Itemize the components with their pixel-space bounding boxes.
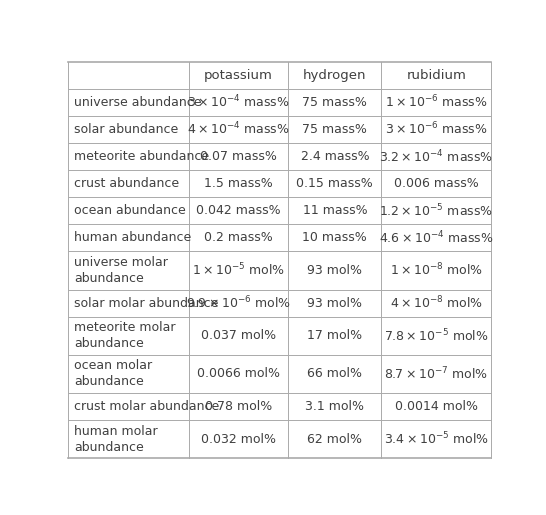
Text: 1.5 mass%: 1.5 mass% xyxy=(204,177,273,190)
Text: human molar
abundance: human molar abundance xyxy=(74,425,157,454)
Text: solar molar abundance: solar molar abundance xyxy=(74,297,218,310)
Text: 2.4 mass%: 2.4 mass% xyxy=(300,150,369,163)
Text: crust abundance: crust abundance xyxy=(74,177,179,190)
Text: $4\times10^{-8}$ mol%: $4\times10^{-8}$ mol% xyxy=(390,295,483,312)
Text: hydrogen: hydrogen xyxy=(303,69,366,82)
Text: $8.7\times10^{-7}$ mol%: $8.7\times10^{-7}$ mol% xyxy=(384,366,489,382)
Text: 11 mass%: 11 mass% xyxy=(302,204,367,217)
Text: 0.07 mass%: 0.07 mass% xyxy=(200,150,277,163)
Text: $3\times10^{-4}$ mass%: $3\times10^{-4}$ mass% xyxy=(187,94,290,111)
Text: 0.006 mass%: 0.006 mass% xyxy=(394,177,479,190)
Text: 0.032 mol%: 0.032 mol% xyxy=(201,433,276,446)
Text: $4.6\times10^{-4}$ mass%: $4.6\times10^{-4}$ mass% xyxy=(379,230,494,246)
Text: $1\times10^{-6}$ mass%: $1\times10^{-6}$ mass% xyxy=(385,94,488,111)
Text: $3\times10^{-6}$ mass%: $3\times10^{-6}$ mass% xyxy=(385,121,488,138)
Text: $3.4\times10^{-5}$ mol%: $3.4\times10^{-5}$ mol% xyxy=(384,431,489,448)
Text: $4\times10^{-4}$ mass%: $4\times10^{-4}$ mass% xyxy=(187,121,290,138)
Text: 75 mass%: 75 mass% xyxy=(302,96,367,109)
Text: universe abundance: universe abundance xyxy=(74,96,201,109)
Text: 17 mol%: 17 mol% xyxy=(307,329,363,342)
Text: 62 mol%: 62 mol% xyxy=(307,433,363,446)
Text: ocean abundance: ocean abundance xyxy=(74,204,186,217)
Text: 10 mass%: 10 mass% xyxy=(302,231,367,244)
Text: 0.037 mol%: 0.037 mol% xyxy=(201,329,276,342)
Text: meteorite molar
abundance: meteorite molar abundance xyxy=(74,321,175,350)
Text: 93 mol%: 93 mol% xyxy=(307,297,363,310)
Text: $1\times10^{-5}$ mol%: $1\times10^{-5}$ mol% xyxy=(192,262,285,279)
Text: 0.0014 mol%: 0.0014 mol% xyxy=(395,400,478,413)
Text: 93 mol%: 93 mol% xyxy=(307,264,363,277)
Text: meteorite abundance: meteorite abundance xyxy=(74,150,209,163)
Text: $1\times10^{-8}$ mol%: $1\times10^{-8}$ mol% xyxy=(390,262,483,279)
Text: ocean molar
abundance: ocean molar abundance xyxy=(74,359,152,388)
Text: $7.8\times10^{-5}$ mol%: $7.8\times10^{-5}$ mol% xyxy=(384,328,489,344)
Text: 66 mol%: 66 mol% xyxy=(307,367,363,381)
Text: 0.0066 mol%: 0.0066 mol% xyxy=(197,367,280,381)
Text: crust molar abundance: crust molar abundance xyxy=(74,400,219,413)
Text: solar abundance: solar abundance xyxy=(74,123,178,136)
Text: human abundance: human abundance xyxy=(74,231,191,244)
Text: 0.2 mass%: 0.2 mass% xyxy=(204,231,273,244)
Text: 75 mass%: 75 mass% xyxy=(302,123,367,136)
Text: 0.78 mol%: 0.78 mol% xyxy=(205,400,272,413)
Text: $9.9\times10^{-6}$ mol%: $9.9\times10^{-6}$ mol% xyxy=(186,295,291,312)
Text: 0.042 mass%: 0.042 mass% xyxy=(196,204,281,217)
Text: rubidium: rubidium xyxy=(406,69,466,82)
Text: potassium: potassium xyxy=(204,69,273,82)
Text: 0.15 mass%: 0.15 mass% xyxy=(296,177,373,190)
Text: universe molar
abundance: universe molar abundance xyxy=(74,256,168,285)
Text: 3.1 mol%: 3.1 mol% xyxy=(305,400,364,413)
Text: $1.2\times10^{-5}$ mass%: $1.2\times10^{-5}$ mass% xyxy=(379,202,494,219)
Text: $3.2\times10^{-4}$ mass%: $3.2\times10^{-4}$ mass% xyxy=(379,148,494,165)
